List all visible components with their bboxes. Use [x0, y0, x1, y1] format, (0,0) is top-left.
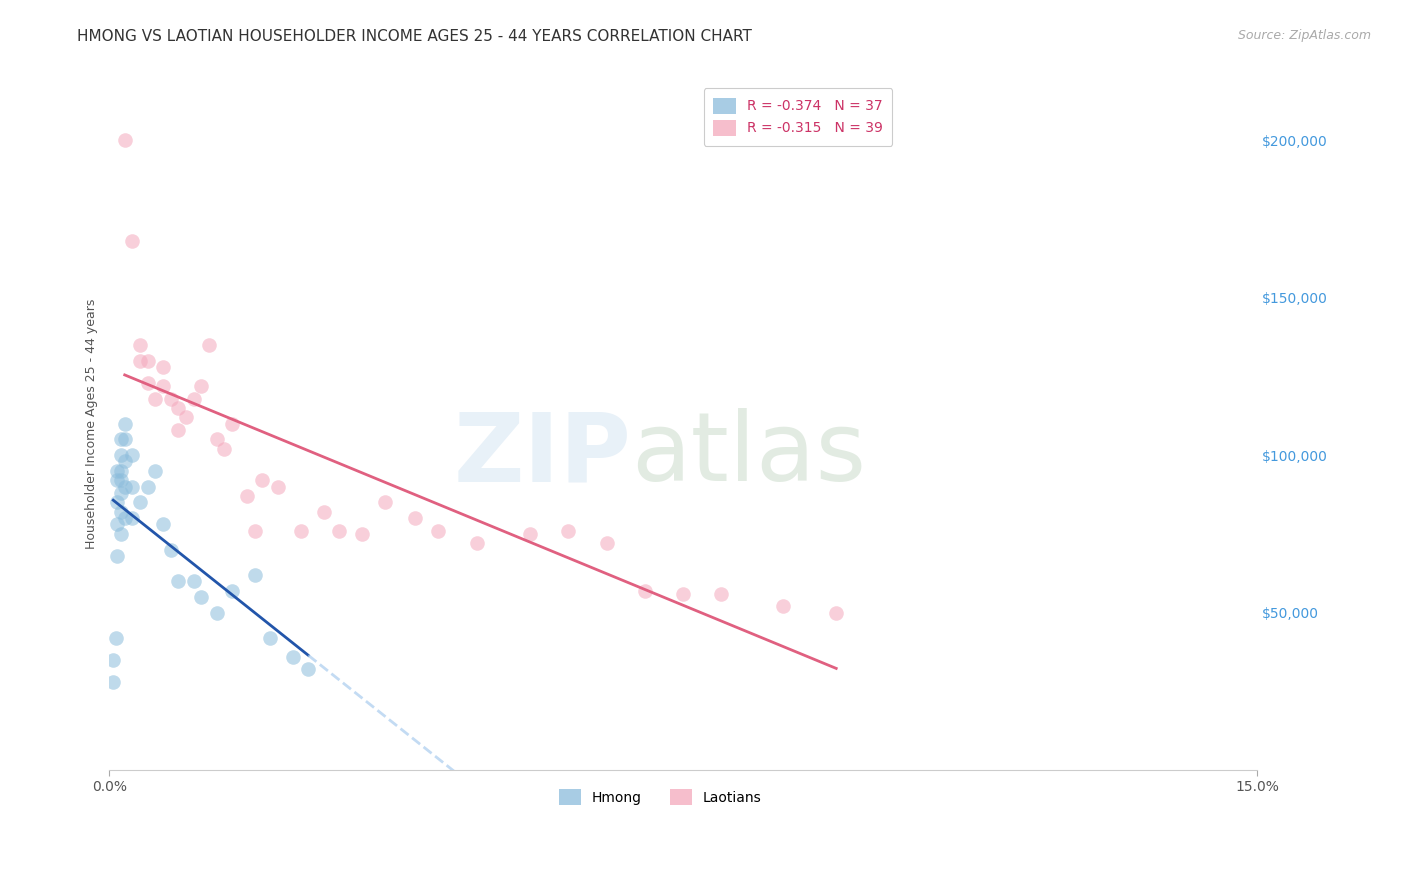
Point	[243, 567, 266, 582]
Point	[634, 583, 657, 598]
Point	[350, 527, 373, 541]
Y-axis label: Householder Income Ages 25 - 44 years: Householder Income Ages 25 - 44 years	[86, 299, 98, 549]
Point	[243, 524, 266, 538]
Point	[152, 379, 174, 393]
Point	[103, 653, 125, 667]
Point	[772, 599, 794, 614]
Point	[167, 423, 190, 437]
Legend: Hmong, Laotians: Hmong, Laotians	[548, 780, 772, 815]
Point	[297, 662, 319, 676]
Point	[557, 524, 579, 538]
Point	[519, 527, 541, 541]
Point	[110, 527, 132, 541]
Point	[114, 480, 136, 494]
Point	[114, 511, 136, 525]
Point	[183, 392, 205, 406]
Point	[221, 583, 243, 598]
Point	[312, 505, 335, 519]
Point	[205, 433, 228, 447]
Point	[110, 486, 132, 500]
Text: atlas: atlas	[631, 409, 866, 501]
Point	[427, 524, 450, 538]
Point	[465, 536, 488, 550]
Point	[190, 590, 212, 604]
Point	[672, 587, 695, 601]
Point	[596, 536, 619, 550]
Point	[236, 489, 259, 503]
Point	[129, 495, 152, 509]
Point	[259, 631, 281, 645]
Point	[328, 524, 350, 538]
Point	[190, 379, 212, 393]
Point	[267, 480, 290, 494]
Point	[121, 480, 143, 494]
Point	[121, 234, 143, 248]
Point	[105, 517, 128, 532]
Point	[110, 433, 132, 447]
Point	[212, 442, 235, 456]
Point	[825, 606, 848, 620]
Point	[136, 480, 159, 494]
Point	[110, 505, 132, 519]
Point	[281, 649, 304, 664]
Point	[105, 549, 128, 563]
Point	[110, 474, 132, 488]
Point	[114, 133, 136, 147]
Point	[121, 448, 143, 462]
Point	[129, 353, 152, 368]
Point	[710, 587, 733, 601]
Point	[143, 464, 166, 478]
Point	[143, 392, 166, 406]
Point	[136, 353, 159, 368]
Point	[110, 448, 132, 462]
Point	[105, 495, 128, 509]
Point	[104, 631, 127, 645]
Point	[374, 495, 396, 509]
Point	[152, 517, 174, 532]
Text: ZIP: ZIP	[454, 409, 631, 501]
Point	[183, 574, 205, 588]
Point	[404, 511, 426, 525]
Point	[121, 511, 143, 525]
Point	[103, 674, 125, 689]
Point	[129, 338, 152, 352]
Point	[290, 524, 312, 538]
Point	[136, 376, 159, 390]
Point	[167, 574, 190, 588]
Point	[114, 417, 136, 431]
Point	[152, 359, 174, 374]
Point	[221, 417, 243, 431]
Point	[205, 606, 228, 620]
Point	[110, 464, 132, 478]
Point	[114, 433, 136, 447]
Point	[105, 474, 128, 488]
Text: Source: ZipAtlas.com: Source: ZipAtlas.com	[1237, 29, 1371, 42]
Point	[167, 401, 190, 415]
Point	[252, 474, 274, 488]
Point	[114, 454, 136, 468]
Point	[174, 410, 197, 425]
Point	[159, 392, 181, 406]
Point	[105, 464, 128, 478]
Text: HMONG VS LAOTIAN HOUSEHOLDER INCOME AGES 25 - 44 YEARS CORRELATION CHART: HMONG VS LAOTIAN HOUSEHOLDER INCOME AGES…	[77, 29, 752, 44]
Point	[159, 542, 181, 557]
Point	[198, 338, 221, 352]
